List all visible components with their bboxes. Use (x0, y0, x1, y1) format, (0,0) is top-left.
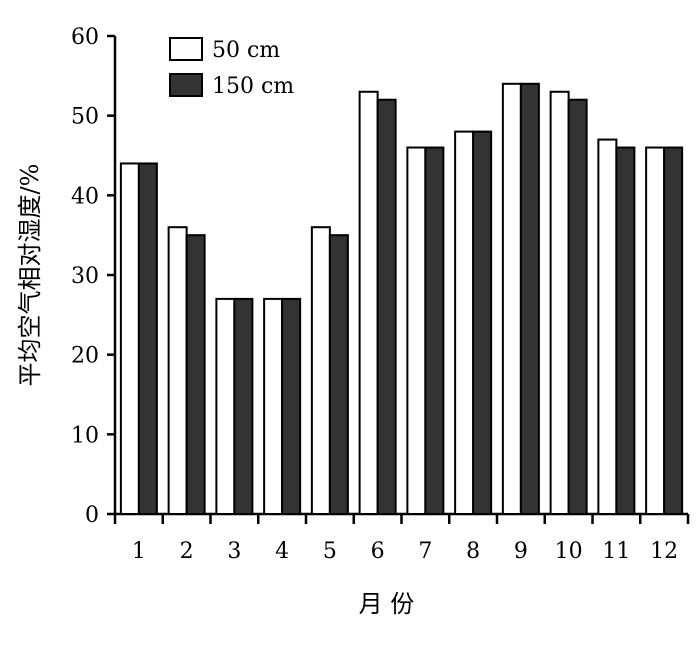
x-tick-label: 1 (132, 539, 146, 564)
bar-150cm-2 (185, 234, 206, 516)
bar-50cm-6 (358, 90, 379, 516)
legend: 50 cm 150 cm (169, 37, 294, 99)
y-tick-label: 50 (71, 105, 99, 130)
bar-50cm-3 (215, 297, 236, 515)
y-axis-title: 平均空气相对湿度/% (16, 164, 44, 387)
legend-label: 150 cm (212, 74, 294, 99)
bar-50cm-1 (119, 162, 140, 515)
bar-150cm-11 (615, 146, 636, 516)
x-tick-label: 2 (180, 539, 194, 564)
bar-150cm-6 (376, 98, 397, 515)
y-tick-label: 30 (71, 264, 99, 289)
legend-swatch (169, 73, 203, 97)
y-tick-label: 10 (71, 423, 99, 448)
bar-50cm-2 (167, 226, 188, 515)
bar-50cm-10 (549, 90, 570, 516)
x-tick-label: 10 (555, 539, 583, 564)
bar-50cm-7 (406, 146, 427, 516)
bar-50cm-9 (501, 82, 522, 516)
x-tick-label: 12 (650, 539, 678, 564)
x-tick-label: 7 (418, 539, 432, 564)
x-tick-label: 6 (371, 539, 385, 564)
bar-50cm-5 (310, 226, 331, 515)
y-tick-label: 20 (71, 344, 99, 369)
y-tick-label: 60 (71, 25, 99, 50)
bar-50cm-11 (597, 138, 618, 515)
bar-150cm-8 (472, 130, 493, 515)
bar-150cm-5 (328, 234, 349, 516)
x-tick-label: 5 (323, 539, 337, 564)
x-tick-label: 3 (227, 539, 241, 564)
bar-150cm-9 (519, 82, 540, 516)
bar-50cm-4 (263, 297, 284, 515)
x-tick-label: 11 (602, 539, 630, 564)
bar-150cm-3 (233, 297, 254, 515)
bar-150cm-4 (281, 297, 302, 515)
y-tick-label: 0 (85, 503, 99, 528)
bar-150cm-1 (137, 162, 158, 515)
legend-label: 50 cm (212, 38, 280, 63)
bar-150cm-7 (424, 146, 445, 516)
y-tick-label: 40 (71, 184, 99, 209)
x-tick-label: 8 (466, 539, 480, 564)
bar-150cm-12 (663, 146, 684, 516)
bars (119, 82, 684, 516)
bar-150cm-10 (567, 98, 588, 515)
bar-50cm-8 (454, 130, 475, 515)
x-axis-title: 月 份 (359, 590, 415, 618)
legend-swatch (169, 37, 203, 61)
x-tick-label: 4 (275, 539, 289, 564)
bar-50cm-12 (645, 146, 666, 516)
x-tick-label: 9 (514, 539, 528, 564)
